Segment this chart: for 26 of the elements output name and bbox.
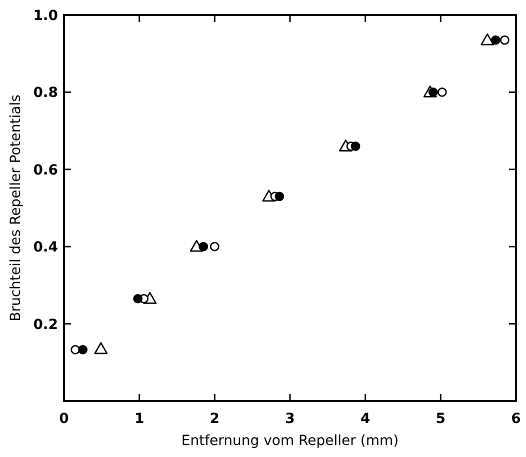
point	[480, 33, 494, 46]
x-tick-label: 2	[210, 411, 220, 427]
y-axis-title: Bruchteil des Repeller Potentials	[8, 94, 24, 322]
x-tick-label: 5	[436, 411, 446, 427]
point	[437, 88, 447, 97]
point	[500, 35, 510, 45]
point	[133, 294, 143, 304]
y-tick-label: 0.8	[33, 85, 58, 102]
y-tick-label: 1.0	[33, 8, 58, 24]
x-tick-label: 1	[134, 411, 144, 427]
point	[274, 192, 284, 202]
point	[94, 342, 108, 354]
point	[70, 344, 80, 354]
x-tick-label: 6	[511, 411, 521, 427]
x-tick-label: 4	[360, 411, 370, 427]
point	[198, 242, 208, 252]
point	[350, 142, 360, 151]
point	[490, 35, 500, 45]
x-axis-title: Entfernung vom Repeller (mm)	[181, 433, 399, 449]
y-tick-label: 0.6	[33, 162, 58, 178]
x-tick-label: 3	[285, 411, 295, 427]
y-tick-label: 0.2	[33, 316, 58, 333]
point	[210, 242, 220, 252]
point	[78, 344, 88, 354]
y-tick-label: 0.4	[33, 240, 58, 256]
x-tick-label: 0	[59, 411, 70, 427]
